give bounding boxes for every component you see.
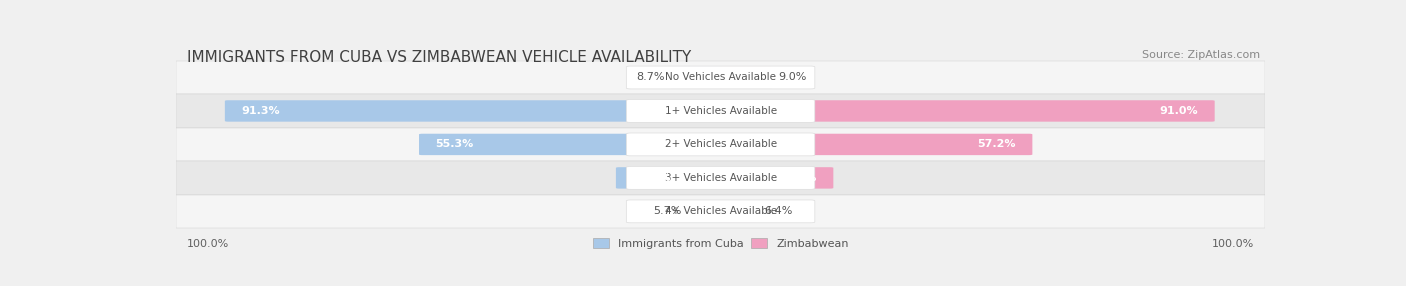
FancyBboxPatch shape [626,166,815,189]
Text: 20.3%: 20.3% [779,173,817,183]
FancyBboxPatch shape [225,100,724,122]
Text: 3+ Vehicles Available: 3+ Vehicles Available [665,173,776,183]
Bar [176,195,1265,228]
Text: 55.3%: 55.3% [436,140,474,149]
FancyBboxPatch shape [686,201,724,222]
FancyBboxPatch shape [717,67,772,88]
Text: 57.2%: 57.2% [977,140,1017,149]
FancyBboxPatch shape [616,167,724,188]
FancyBboxPatch shape [626,66,815,89]
Bar [176,128,1265,161]
FancyBboxPatch shape [717,167,834,188]
FancyBboxPatch shape [626,133,815,156]
Text: No Vehicles Available: No Vehicles Available [665,72,776,82]
Bar [176,94,1265,128]
FancyBboxPatch shape [626,200,815,223]
Text: 91.3%: 91.3% [242,106,280,116]
Text: 91.0%: 91.0% [1160,106,1198,116]
Text: 5.7%: 5.7% [652,206,681,217]
Text: 6.4%: 6.4% [763,206,792,217]
Text: IMMIGRANTS FROM CUBA VS ZIMBABWEAN VEHICLE AVAILABILITY: IMMIGRANTS FROM CUBA VS ZIMBABWEAN VEHIC… [187,50,690,65]
Text: 1+ Vehicles Available: 1+ Vehicles Available [665,106,776,116]
Text: 2+ Vehicles Available: 2+ Vehicles Available [665,140,776,149]
Text: 9.0%: 9.0% [778,72,806,82]
Bar [176,61,1265,94]
Text: 18.8%: 18.8% [633,173,671,183]
Text: 8.7%: 8.7% [637,72,665,82]
Legend: Immigrants from Cuba, Zimbabwean: Immigrants from Cuba, Zimbabwean [588,234,853,253]
Text: 4+ Vehicles Available: 4+ Vehicles Available [665,206,776,217]
FancyBboxPatch shape [671,67,724,88]
Bar [176,161,1265,195]
FancyBboxPatch shape [419,134,724,155]
FancyBboxPatch shape [717,201,758,222]
FancyBboxPatch shape [717,134,1032,155]
FancyBboxPatch shape [626,100,815,122]
Text: Source: ZipAtlas.com: Source: ZipAtlas.com [1142,50,1260,60]
Text: 100.0%: 100.0% [1212,239,1254,249]
Text: 100.0%: 100.0% [187,239,229,249]
FancyBboxPatch shape [717,100,1215,122]
